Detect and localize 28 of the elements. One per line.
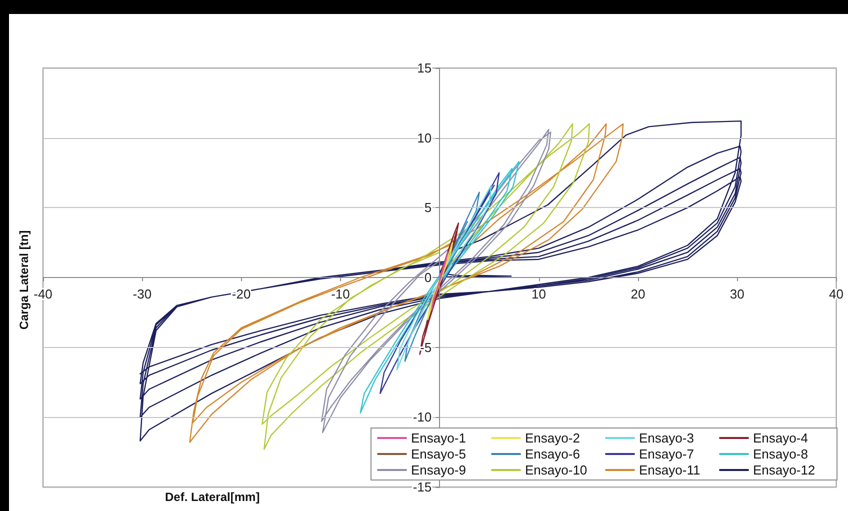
legend-label: Ensayo-7 [639, 446, 694, 462]
y-tick-label: -15 [412, 480, 432, 494]
y-tick-label: 15 [417, 60, 432, 76]
legend-label: Ensayo-4 [753, 430, 808, 446]
legend-label: Ensayo-10 [525, 462, 588, 478]
x-tick-label: -40 [34, 286, 52, 302]
legend-label: Ensayo-2 [525, 430, 580, 446]
legend-label: Ensayo-11 [639, 462, 700, 478]
y-tick-label: 5 [424, 200, 432, 216]
x-tick-label: 40 [829, 286, 844, 302]
legend-label: Ensayo-6 [525, 446, 580, 462]
y-tick-label: -10 [412, 410, 432, 425]
y-tick-label: 0 [424, 270, 432, 285]
legend-label: Ensayo-3 [639, 430, 694, 446]
y-tick-label: 10 [417, 130, 432, 146]
legend-label: Ensayo-1 [411, 430, 466, 446]
x-tick-label: 10 [532, 286, 546, 302]
y-axis-title: Carga Lateral [tn] [17, 230, 31, 330]
x-tick-label: -30 [132, 286, 152, 302]
legend-label: Ensayo-12 [753, 462, 816, 478]
legend-label: Ensayo-8 [753, 446, 808, 462]
y-tick-label: -5 [420, 340, 432, 355]
x-tick-label: 30 [730, 286, 744, 302]
x-tick-label: 20 [630, 286, 646, 302]
x-tick-label: -10 [331, 286, 350, 302]
x-axis-title: Def. Lateral[mm] [165, 490, 260, 504]
legend-label: Ensayo-9 [411, 462, 466, 478]
legend-label: Ensayo-5 [411, 446, 466, 462]
